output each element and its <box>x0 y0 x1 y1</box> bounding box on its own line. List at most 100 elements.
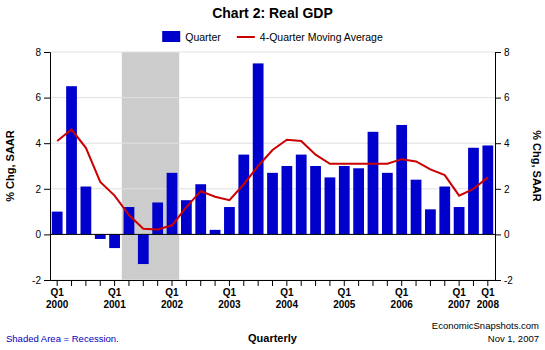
x-tick-label: Q12006 <box>391 287 414 310</box>
x-tick-mark <box>186 280 187 286</box>
bar <box>95 234 106 239</box>
y-axis-tick: 8 <box>35 47 50 58</box>
y-axis-tick-label: 8 <box>35 47 41 58</box>
legend-label: Quarter <box>185 31 221 43</box>
y2-axis-tick-mark <box>495 52 501 53</box>
annotation: Nov 1, 2007 <box>488 333 539 344</box>
bar <box>109 234 120 248</box>
y-axis-tick-label: 6 <box>35 92 41 103</box>
x-tick: Q12002 <box>161 280 184 310</box>
x-tick <box>100 280 101 286</box>
x-tick: Q12000 <box>46 280 69 310</box>
bar <box>296 155 307 235</box>
x-tick-mark <box>344 280 345 286</box>
x-axis-title: Quarterly <box>248 332 298 344</box>
y-axis-tick: 0 <box>35 229 50 240</box>
x-tick-mark <box>387 280 388 286</box>
x-tick <box>272 280 273 286</box>
x-tick-mark <box>444 280 445 286</box>
bar <box>81 187 92 235</box>
x-tick <box>444 280 445 286</box>
y2-axis-tick-label: 2 <box>504 184 510 195</box>
y2-axis-tick-label: 4 <box>504 138 510 149</box>
x-tick: Q12007 <box>448 280 471 310</box>
legend: Quarter4-Quarter Moving Average <box>162 31 383 43</box>
bar <box>368 132 379 235</box>
recession-shading <box>122 52 179 280</box>
x-tick: Q12006 <box>391 280 414 310</box>
x-tick-label-line: Q1 <box>280 287 294 298</box>
y2-axis-tick: -2 <box>495 275 513 286</box>
x-tick-label-line: Q1 <box>481 287 495 298</box>
bar <box>325 177 336 234</box>
y-axis-tick-mark <box>44 143 50 144</box>
bar <box>396 125 407 234</box>
x-tick-mark <box>358 280 359 286</box>
x-tick-label: Q12001 <box>103 287 126 310</box>
x-tick-mark <box>473 280 474 286</box>
y2-axis-tick-label: 0 <box>504 229 510 240</box>
y2-axis-title: % Chg, SAAR <box>531 130 543 202</box>
bar <box>382 173 393 235</box>
bar <box>353 168 364 234</box>
x-tick <box>143 280 144 286</box>
line <box>57 130 488 230</box>
y-axis-tick: -2 <box>32 275 50 286</box>
plot-background <box>122 52 179 280</box>
bar <box>138 234 149 264</box>
x-tick-mark <box>459 280 460 286</box>
x-tick <box>71 280 72 286</box>
x-tick: Q12008 <box>477 280 500 310</box>
bar <box>454 207 465 234</box>
y-axis-tick-label: -2 <box>32 275 41 286</box>
x-tick <box>301 280 302 286</box>
x-tick-label-line: Q1 <box>452 287 466 298</box>
x-tick <box>200 280 201 286</box>
x-tick <box>329 280 330 286</box>
x-tick-label-line: 2000 <box>46 299 69 310</box>
bar <box>310 166 321 234</box>
x-tick-label-line: Q1 <box>338 287 352 298</box>
y2-axis-tick-mark <box>495 280 501 281</box>
x-tick <box>258 280 259 286</box>
x-tick-mark <box>200 280 201 286</box>
x-tick-mark <box>258 280 259 286</box>
x-tick-mark <box>114 280 115 286</box>
x-tick-label: Q12002 <box>161 287 184 310</box>
bar <box>482 145 493 234</box>
y2-axis-tick-mark <box>495 234 501 235</box>
x-tick-mark <box>487 280 488 286</box>
x-tick <box>387 280 388 286</box>
x-tick-label: Q12003 <box>218 287 241 310</box>
bar <box>210 230 221 235</box>
y2-axis-tick: 6 <box>495 92 510 103</box>
x-tick-label-line: 2004 <box>276 299 299 310</box>
grid-line <box>50 97 495 98</box>
bar <box>267 173 278 235</box>
x-tick-label-line: 2008 <box>477 299 500 310</box>
x-tick-mark <box>128 280 129 286</box>
y-axis-tick-mark <box>44 189 50 190</box>
y2-axis-tick: 2 <box>495 184 510 195</box>
x-tick-label: Q12005 <box>333 287 356 310</box>
x-tick-label-line: Q1 <box>223 287 237 298</box>
y-axis-tick: 4 <box>35 138 50 149</box>
y-axis-tick: 6 <box>35 92 50 103</box>
x-tick <box>186 280 187 286</box>
legend-swatch <box>237 36 255 38</box>
x-tick <box>315 280 316 286</box>
y2-axis-tick-mark <box>495 98 501 99</box>
y2-axis-tick-label: 6 <box>504 92 510 103</box>
x-tick-label-line: Q1 <box>51 287 65 298</box>
x-tick-mark <box>71 280 72 286</box>
y2-axis-line <box>496 53 502 281</box>
x-tick-mark <box>172 280 173 286</box>
bar <box>439 187 450 235</box>
x-tick-label-line: Q1 <box>108 287 122 298</box>
bar <box>52 212 63 235</box>
y-axis-tick-mark <box>44 234 50 235</box>
bar <box>238 155 249 235</box>
bar <box>253 63 264 234</box>
y2-axis-tick-mark <box>495 189 501 190</box>
bar <box>339 166 350 234</box>
